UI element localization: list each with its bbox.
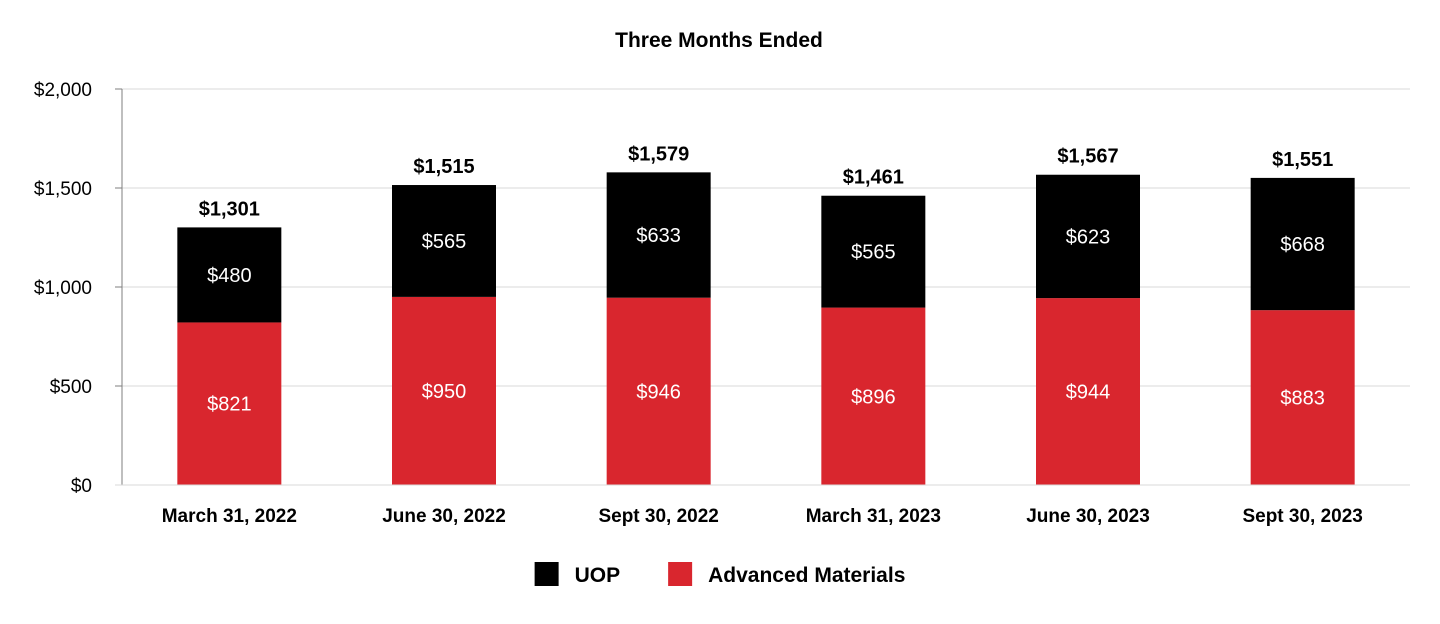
legend-label-advanced-materials: Advanced Materials: [708, 564, 905, 587]
y-tick-label: $1,000: [34, 278, 92, 299]
data-label: $480: [207, 265, 252, 287]
data-label: $944: [1066, 382, 1111, 404]
bar-uop: [606, 172, 711, 298]
legend-swatch-uop: [534, 562, 559, 586]
y-tick-label: $0: [71, 476, 92, 497]
bar-advanced-materials: [392, 296, 496, 485]
data-label: $633: [636, 225, 681, 247]
total-label: $1,461: [843, 167, 904, 189]
data-label: $883: [1280, 388, 1325, 410]
y-tick-label: $1,500: [34, 179, 92, 200]
bar-advanced-materials: [1250, 310, 1355, 485]
y-axis: $0 $500 $1,000 $1,500 $2,000: [34, 80, 123, 497]
x-tick-label: Sept 30, 2022: [598, 506, 718, 527]
data-label: $565: [422, 231, 467, 253]
bar-uop: [177, 227, 282, 323]
data-label: $821: [207, 394, 252, 416]
legend-label-uop: UOP: [575, 564, 621, 587]
y-tick-label: $500: [50, 377, 92, 398]
bar-uop: [392, 185, 496, 297]
total-label: $1,301: [199, 198, 260, 220]
bar-advanced-materials: [177, 322, 282, 485]
legend-swatch-advanced-materials: [668, 562, 693, 586]
x-axis: March 31, 2022 June 30, 2022 Sept 30, 2022…: [115, 484, 1410, 527]
bar-uop: [821, 195, 926, 308]
bar-uop: [1250, 177, 1355, 311]
chart-title: Three Months Ended: [615, 29, 823, 52]
x-tick-label: March 31, 2022: [162, 506, 297, 527]
x-tick-label: Sept 30, 2023: [1242, 506, 1362, 527]
y-tick-label: $2,000: [34, 80, 92, 101]
data-label: $950: [422, 381, 467, 403]
data-label: $565: [851, 242, 896, 264]
data-label: $946: [636, 381, 681, 403]
x-tick-label: June 30, 2023: [1026, 506, 1150, 527]
bar-advanced-materials: [606, 297, 711, 485]
total-label: $1,551: [1272, 149, 1333, 171]
data-label: $623: [1066, 226, 1111, 248]
total-label: $1,579: [628, 143, 689, 165]
bar-advanced-materials: [821, 307, 926, 485]
data-label: $896: [851, 386, 896, 408]
total-label: $1,515: [413, 156, 474, 178]
x-tick-label: March 31, 2023: [806, 506, 941, 527]
bar-uop: [1036, 174, 1140, 299]
bar-advanced-materials: [1036, 298, 1140, 485]
data-label: $668: [1280, 234, 1325, 256]
x-tick-label: June 30, 2022: [382, 506, 506, 527]
legend: UOP Advanced Materials: [534, 562, 905, 587]
bars: $821 $480 $1,301 $950 $565 $1,515 $946 $633 $1,5…: [177, 143, 1355, 485]
gridlines: [122, 88, 1410, 387]
total-label: $1,567: [1057, 146, 1118, 168]
